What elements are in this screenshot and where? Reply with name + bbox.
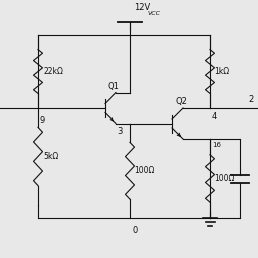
Text: 100Ω: 100Ω — [214, 174, 234, 183]
Text: 12V: 12V — [134, 3, 150, 12]
Text: VCC: VCC — [148, 11, 161, 16]
Text: 4: 4 — [212, 112, 217, 121]
Text: 1kΩ: 1kΩ — [214, 67, 229, 76]
Text: 2: 2 — [249, 95, 254, 104]
Text: 0: 0 — [132, 226, 138, 235]
Text: 22kΩ: 22kΩ — [43, 67, 63, 76]
Text: 16: 16 — [212, 142, 221, 148]
Text: 5kΩ: 5kΩ — [43, 152, 58, 161]
Text: Q2: Q2 — [175, 97, 187, 106]
Text: 9: 9 — [40, 116, 45, 125]
Text: 3: 3 — [117, 126, 122, 135]
Text: Q1: Q1 — [108, 82, 120, 91]
Text: 100Ω: 100Ω — [134, 166, 154, 175]
